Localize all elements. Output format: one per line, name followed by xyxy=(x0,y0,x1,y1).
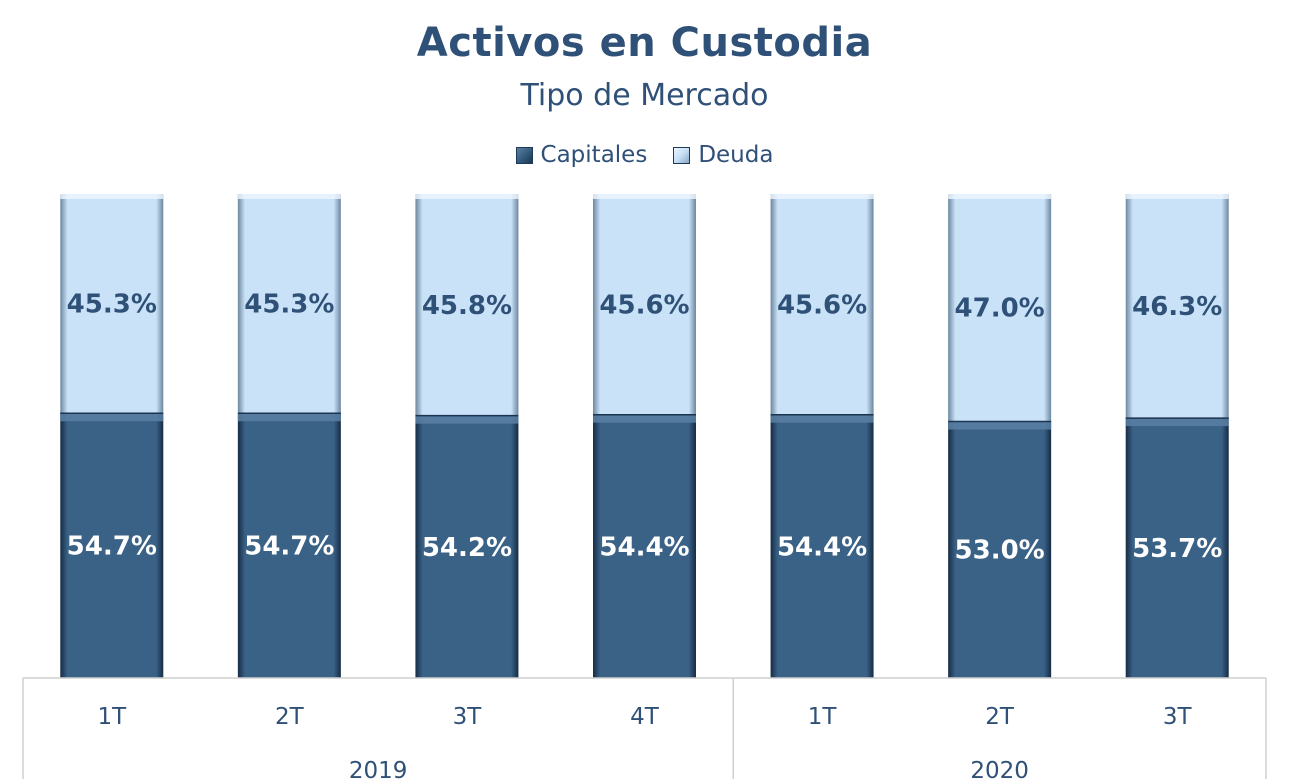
data-label-capitales: 54.2% xyxy=(422,533,512,563)
bar-capitales-bevel xyxy=(60,413,164,422)
bar-capitales xyxy=(593,414,696,678)
bar-capitales xyxy=(237,413,341,678)
bar-deuda-bevel xyxy=(770,194,874,199)
legend-label-deuda: Deuda xyxy=(698,142,774,168)
bar-deuda-bevel xyxy=(237,194,341,199)
bar-deuda-bevel xyxy=(593,194,696,199)
chart-legend: Capitales Deuda xyxy=(0,142,1289,168)
bar-deuda-bevel xyxy=(948,194,1052,199)
bar-capitales-bevel xyxy=(948,421,1052,430)
x-tick-label: 1T xyxy=(97,704,127,730)
x-tick-label: 1T xyxy=(808,704,838,730)
bar-deuda-bevel xyxy=(415,194,519,199)
legend-item-deuda: Deuda xyxy=(673,142,773,168)
bar-capitales-bevel xyxy=(593,414,696,423)
x-tick-label: 3T xyxy=(453,704,483,730)
bar-deuda xyxy=(593,194,696,415)
bar-capitales-bevel xyxy=(237,413,341,422)
bar-deuda xyxy=(415,194,519,416)
bar-capitales xyxy=(60,413,164,678)
bar-capitales xyxy=(770,414,874,678)
data-label-deuda: 45.3% xyxy=(67,290,157,320)
data-label-deuda: 45.6% xyxy=(599,290,689,320)
data-label-capitales: 53.0% xyxy=(955,536,1045,566)
x-tick-label: 2T xyxy=(275,704,305,730)
legend-swatch-deuda xyxy=(673,146,691,164)
legend-label-capitales: Capitales xyxy=(540,142,648,168)
bar-capitales xyxy=(415,415,519,678)
bar-deuda xyxy=(237,194,341,414)
data-label-capitales: 53.7% xyxy=(1132,534,1222,564)
chart-subtitle: Tipo de Mercado xyxy=(520,78,769,113)
data-label-deuda: 47.0% xyxy=(955,294,1045,324)
legend-swatch-capitales xyxy=(515,146,533,164)
bar-deuda xyxy=(948,194,1052,422)
data-label-deuda: 45.3% xyxy=(244,290,334,320)
data-label-capitales: 54.7% xyxy=(67,532,157,562)
data-label-deuda: 46.3% xyxy=(1132,292,1222,322)
bar-deuda xyxy=(1125,194,1229,419)
x-group-label: 2019 xyxy=(349,758,408,779)
x-tick-label: 3T xyxy=(1163,704,1193,730)
bar-deuda-bevel xyxy=(60,194,164,199)
data-label-deuda: 45.8% xyxy=(422,291,512,321)
bar-deuda xyxy=(770,194,874,415)
bar-capitales xyxy=(1125,418,1229,678)
x-group-label: 2020 xyxy=(970,758,1029,779)
bar-deuda-bevel xyxy=(1125,194,1229,199)
data-label-capitales: 54.4% xyxy=(599,532,689,562)
bar-capitales-bevel xyxy=(415,415,519,424)
data-label-capitales: 54.4% xyxy=(777,532,867,562)
x-tick-label: 4T xyxy=(630,704,660,730)
bar-capitales-bevel xyxy=(1125,418,1229,427)
bar-capitales-bevel xyxy=(770,414,874,423)
x-tick-label: 2T xyxy=(985,704,1015,730)
bar-deuda xyxy=(60,194,164,414)
data-label-deuda: 45.6% xyxy=(777,290,867,320)
legend-item-capitales: Capitales xyxy=(515,142,648,168)
bar-capitales xyxy=(948,421,1052,678)
chart-title: Activos en Custodia xyxy=(416,20,873,66)
data-label-capitales: 54.7% xyxy=(244,532,334,562)
